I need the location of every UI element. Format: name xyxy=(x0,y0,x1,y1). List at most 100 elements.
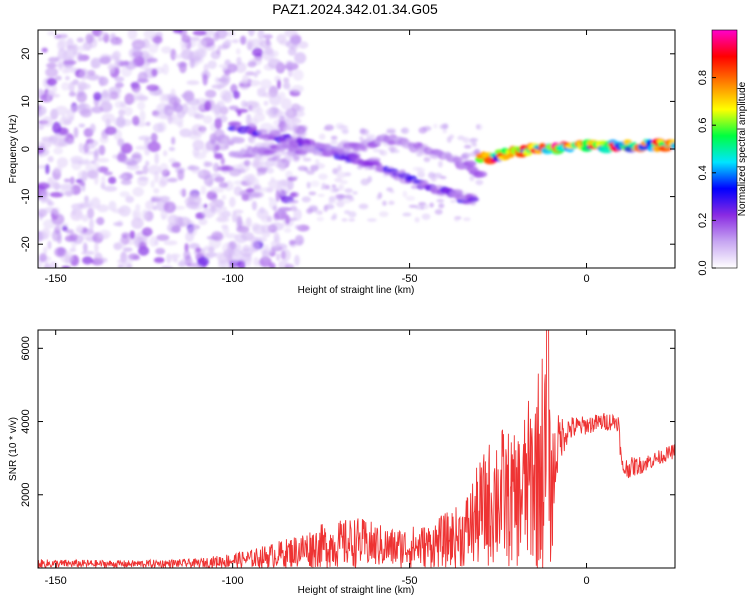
heatmap-cell-535 xyxy=(85,33,94,44)
colorbar-tick-label: 0.8 xyxy=(697,70,709,85)
heatmap-cell-428 xyxy=(131,217,144,230)
heatmap-cell-871 xyxy=(290,119,296,131)
heatmap-cell-1080 xyxy=(344,210,351,215)
heatmap-cell-968 xyxy=(462,137,470,144)
heatmap-cell-211 xyxy=(145,160,150,167)
heatmap-cell-311 xyxy=(120,143,133,154)
heatmap-cell-521 xyxy=(110,38,117,47)
heatmap-cell-620 xyxy=(114,100,124,109)
heatmap-cell-593 xyxy=(65,48,75,59)
spectrogram-y-tick-label: 10 xyxy=(20,95,32,107)
heatmap-cell-1040 xyxy=(330,135,338,140)
heatmap-cell-862 xyxy=(173,54,184,59)
heatmap-cell-167 xyxy=(179,128,192,138)
heatmap-cell-856 xyxy=(254,183,262,194)
heatmap-cell-699 xyxy=(262,92,275,98)
heatmap-cell-1071 xyxy=(331,184,337,189)
heatmap-cell-294 xyxy=(108,91,119,100)
heatmap-cell-915 xyxy=(337,165,342,172)
heatmap-cell-1057 xyxy=(469,137,479,142)
heatmap-cell-344 xyxy=(108,200,117,212)
heatmap-cell-415 xyxy=(119,191,130,198)
heatmap-cell-266 xyxy=(264,159,276,167)
heatmap-cell-763 xyxy=(57,141,67,147)
heatmap-cell-646 xyxy=(117,264,123,268)
heatmap-cell-473 xyxy=(186,166,201,171)
colorbar-tick-label: 0.2 xyxy=(697,213,709,228)
heatmap-cell-1116 xyxy=(388,200,395,206)
heatmap-cell-739 xyxy=(232,90,240,99)
heatmap-cell-634 xyxy=(93,161,100,173)
heatmap-cell-1068 xyxy=(405,195,416,201)
heatmap-cell-861 xyxy=(135,145,147,150)
spectrogram-y-tick-label: 0 xyxy=(20,146,32,152)
heatmap-cell-657 xyxy=(221,194,227,200)
heatmap-cell-819 xyxy=(183,250,191,261)
heatmap-cell-47 xyxy=(202,115,213,124)
heatmap-cell-270 xyxy=(283,77,290,87)
heatmap-cell-564 xyxy=(285,107,298,119)
heatmap-cell-496 xyxy=(228,168,242,177)
heatmap-cell-894 xyxy=(126,161,138,167)
heatmap-cell-117 xyxy=(166,253,172,264)
heatmap-cell-277 xyxy=(61,265,71,268)
heatmap-cell-786 xyxy=(152,122,164,133)
heatmap-cell-588 xyxy=(138,135,152,141)
heatmap-cell-275 xyxy=(162,63,169,75)
heatmap-cell-422 xyxy=(247,61,257,68)
heatmap-cell-356 xyxy=(235,48,241,55)
heatmap-cell-508 xyxy=(177,169,185,181)
heatmap-cell-789 xyxy=(51,180,59,190)
heatmap-cell-964 xyxy=(457,135,465,141)
heatmap-cell-486 xyxy=(80,108,92,118)
heatmap-cell-965 xyxy=(324,184,330,190)
heatmap-cell-683 xyxy=(275,253,281,261)
heatmap-cell-779 xyxy=(47,156,54,163)
heatmap-cell-446 xyxy=(163,150,168,157)
heatmap-cell-618 xyxy=(89,218,94,231)
heatmap-cell-875 xyxy=(259,39,272,49)
heatmap-cell-1099 xyxy=(345,194,352,200)
heatmap-cell-1063 xyxy=(471,142,477,147)
heatmap-cell-603 xyxy=(131,82,141,93)
heatmap-cell-675 xyxy=(237,110,242,117)
heatmap-cell-731 xyxy=(94,148,100,158)
heatmap-cell-726 xyxy=(260,78,272,90)
heatmap-cell-782 xyxy=(148,43,159,54)
heatmap-cell-582 xyxy=(91,30,103,37)
heatmap-cell-784 xyxy=(45,67,59,78)
heatmap-cell-1038 xyxy=(463,217,471,222)
heatmap-cell-797 xyxy=(54,34,62,40)
heatmap-cell-194 xyxy=(96,166,109,173)
heatmap-cell-709 xyxy=(219,206,228,211)
heatmap-cell-548 xyxy=(52,121,62,134)
snr-panel: -150 -100 -50 0 2000 4000 6000 Height of stra… xyxy=(8,329,676,596)
heatmap-cell-766 xyxy=(284,214,291,225)
heatmap-cell-611 xyxy=(91,106,104,114)
heatmap-cell-808 xyxy=(223,249,235,258)
heatmap-cell-843 xyxy=(233,185,243,196)
heatmap-cell-837 xyxy=(159,162,169,175)
heatmap-cell-796 xyxy=(42,195,49,203)
heatmap-cell-1103 xyxy=(281,159,286,164)
heatmap-cell-1102 xyxy=(301,196,311,203)
heatmap-cell-580 xyxy=(172,30,183,34)
colorbar-tick-label: 0.0 xyxy=(697,260,709,275)
heatmap-cell-483 xyxy=(264,47,274,55)
heatmap-cell-793 xyxy=(61,69,70,74)
heatmap-cell-749 xyxy=(151,68,158,77)
heatmap-cell-904 xyxy=(436,199,445,203)
heatmap-cell-644 xyxy=(52,232,58,242)
heatmap-cell-814 xyxy=(145,121,151,126)
heatmap-cell-393 xyxy=(263,34,273,39)
heatmap-cell-138 xyxy=(89,123,96,133)
heatmap-cell-867 xyxy=(195,247,202,253)
heatmap-cell-671 xyxy=(69,247,77,253)
heatmap-cell-1016 xyxy=(442,129,447,134)
spectrogram-y-ticks: -20 -10 0 10 20 xyxy=(20,48,675,252)
heatmap-cell-1079 xyxy=(266,215,273,223)
heatmap-cell-510 xyxy=(154,114,168,119)
heatmap-cell-1069 xyxy=(267,157,278,161)
heatmap-cell-487 xyxy=(122,247,133,252)
heatmap-cell-1070 xyxy=(378,211,389,218)
